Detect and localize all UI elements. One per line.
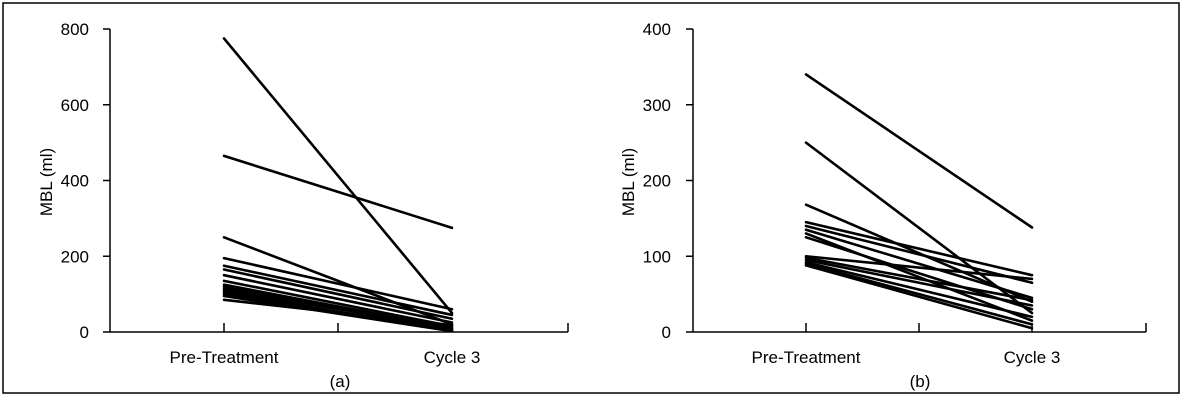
y-tick-label: 400 [61, 172, 89, 191]
x-tick-label: Cycle 3 [424, 348, 481, 367]
y-axis-label: MBL (ml) [37, 148, 56, 216]
y-tick-label: 100 [643, 247, 671, 266]
y-tick-label: 200 [61, 247, 89, 266]
x-tick-label: Pre-Treatment [170, 348, 279, 367]
panel-label: (b) [910, 372, 931, 391]
panel-b: MBL (ml) Pre-Treatment Cycle 3 (b) 0 100 2… [619, 20, 1147, 391]
panel-a: MBL (ml) Pre-Treatment Cycle 3 (a) 0 200 4… [37, 20, 569, 391]
series-line [804, 261, 1034, 319]
series-line [222, 298, 454, 327]
series-line [804, 228, 1034, 300]
series-line [804, 224, 1034, 285]
y-tick-label: 0 [662, 323, 671, 342]
y-tick-label: 400 [643, 20, 671, 39]
series-line [222, 279, 454, 328]
y-tick-label: 300 [643, 96, 671, 115]
series-line [222, 37, 454, 315]
figure-border [2, 2, 1180, 394]
y-tick-label: 800 [61, 20, 89, 39]
series-line [222, 264, 454, 317]
series-line [804, 254, 1034, 281]
series-line [222, 256, 454, 311]
y-tick-label: 0 [80, 323, 89, 342]
panel-label: (a) [330, 372, 351, 391]
y-tick-label: 600 [61, 96, 89, 115]
x-tick-label: Pre-Treatment [752, 348, 861, 367]
x-tick-label: Cycle 3 [1004, 348, 1061, 367]
series-line [804, 258, 1034, 307]
series-line [804, 262, 1034, 326]
y-tick-label: 200 [643, 172, 671, 191]
series-line [804, 256, 1034, 302]
y-axis-label: MBL (ml) [619, 148, 638, 216]
series-line [804, 220, 1034, 277]
series-line [804, 73, 1034, 229]
series-line [222, 273, 454, 324]
series-line [222, 154, 454, 230]
series-line [804, 264, 1034, 330]
series-line [222, 268, 454, 321]
